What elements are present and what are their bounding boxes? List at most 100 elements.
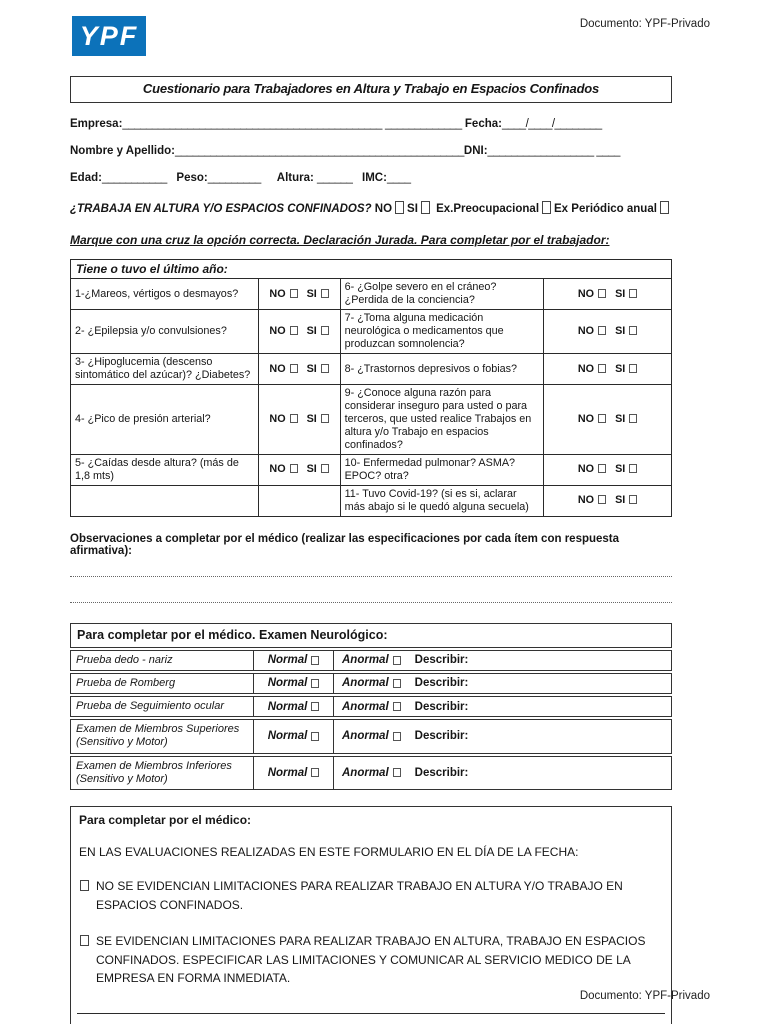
ex-preocupacional-label: Ex.Preocupacional	[436, 203, 540, 215]
checkbox-no-5[interactable]	[289, 464, 298, 474]
ex-periodico-label: Ex Periódico anual	[554, 203, 657, 215]
ypf-logo-text: YPF	[79, 20, 139, 51]
nombre-blank-field[interactable]: ________________________________________…	[175, 145, 464, 157]
neuro-test-name: Examen de Miembros Inferiores (Sensitivo…	[71, 756, 254, 789]
no-label: NO	[577, 287, 595, 300]
checkbox-anormal-4[interactable]	[392, 731, 401, 741]
normal-label: Normal	[267, 766, 308, 779]
checkbox-no-limitaciones[interactable]	[80, 879, 89, 891]
limitaciones-writing-line[interactable]	[77, 1014, 665, 1024]
checkbox-si-8[interactable]	[629, 363, 638, 373]
normal-label: Normal	[267, 700, 308, 713]
neuro-row: Examen de Miembros Superiores (Sensitivo…	[70, 719, 672, 754]
checkbox-si-11[interactable]	[629, 495, 638, 505]
checkbox-anormal-5[interactable]	[392, 768, 401, 778]
observaciones-writing-line[interactable]	[70, 557, 672, 577]
checkbox-si-1[interactable]	[320, 288, 329, 298]
question-3: 3- ¿Hipoglucemia (descenso sintomático d…	[70, 353, 259, 386]
checkbox-normal-2[interactable]	[311, 678, 320, 688]
describir-label: Describir:	[414, 654, 469, 667]
edad-blank-field[interactable]: ___________	[101, 172, 167, 184]
no-label: NO	[577, 463, 595, 476]
checkbox-no-11[interactable]	[598, 495, 607, 505]
checkbox-no-9[interactable]	[598, 413, 607, 423]
dni-label: DNI:	[463, 145, 488, 157]
si-label: SI	[306, 287, 317, 300]
checkbox-no-1[interactable]	[289, 288, 298, 298]
checkbox-normal-3[interactable]	[311, 702, 320, 712]
declaration-table: Tiene o tuvo el último año: 1-¿Mareos, v…	[70, 258, 672, 517]
imc-blank-field[interactable]: ____	[386, 172, 411, 184]
checkbox-normal-5[interactable]	[311, 768, 320, 778]
limitaciones-writing-line[interactable]	[77, 1002, 665, 1014]
neuro-test-name: Prueba dedo - nariz	[71, 650, 254, 670]
altura-blank-field[interactable]: ______	[317, 172, 353, 184]
empresa-blank2-field[interactable]: _____________	[385, 118, 462, 130]
marque-heading: Marque con una cruz la opción correcta. …	[70, 233, 610, 247]
checkbox-si-9[interactable]	[629, 413, 638, 423]
question-4: 4- ¿Pico de presión arterial?	[70, 384, 259, 455]
anormal-label: Anormal	[342, 654, 389, 667]
question-5: 5- ¿Caídas desde altura? (más de 1,8 mts…	[70, 453, 259, 486]
checkbox-no-3[interactable]	[289, 363, 298, 373]
fecha-blank-field[interactable]: ____/____/________	[501, 118, 602, 130]
nombre-label: Nombre y Apellido:	[70, 145, 175, 157]
empresa-blank-field[interactable]: ________________________________________…	[122, 118, 382, 130]
normal-label: Normal	[267, 654, 308, 667]
checkbox-normal-4[interactable]	[311, 731, 320, 741]
normal-label: Normal	[267, 677, 308, 690]
checkbox-no-6[interactable]	[598, 288, 607, 298]
si-label: SI	[306, 325, 317, 338]
checkbox-no-8[interactable]	[598, 363, 607, 373]
checkbox-no-7[interactable]	[598, 326, 607, 336]
checkbox-si-4[interactable]	[320, 413, 329, 423]
describir-label: Describir:	[414, 700, 469, 713]
checkbox-ex-periodico[interactable]	[659, 201, 669, 214]
doc-privacy-label-top: Documento: YPF-Privado	[579, 18, 710, 30]
dni-blank-field[interactable]: __________________ ____	[487, 145, 621, 157]
checkbox-anormal-3[interactable]	[392, 702, 401, 712]
anormal-cell: Anormal Describir:	[334, 674, 671, 693]
no-label: NO	[269, 412, 286, 425]
answer-cell-11: NO SI	[543, 484, 672, 517]
peso-blank-field[interactable]: _________	[207, 172, 262, 184]
neuro-row: Prueba de Seguimiento ocular Normal Anor…	[70, 696, 672, 718]
question-10: 10- Enfermedad pulmonar? ASMA? EPOC? otr…	[339, 453, 545, 486]
checkbox-limitaciones[interactable]	[80, 935, 89, 947]
checkbox-si-2[interactable]	[320, 326, 329, 336]
edad-label: Edad:	[70, 172, 102, 184]
checkbox-trabaja-si[interactable]	[420, 201, 430, 214]
answer-cell-5: NO SI	[257, 453, 341, 486]
observaciones-writing-line[interactable]	[70, 577, 672, 603]
checkbox-si-10[interactable]	[629, 464, 638, 474]
checkbox-no-2[interactable]	[289, 326, 298, 336]
si-label: SI	[615, 287, 626, 300]
nombre-line: Nombre y Apellido:______________________…	[70, 145, 672, 157]
neuro-test-name: Prueba de Romberg	[71, 673, 254, 694]
checkbox-anormal-1[interactable]	[392, 655, 401, 665]
anormal-cell: Anormal Describir:	[334, 697, 671, 716]
medico-header: Para completar por el médico:	[79, 812, 252, 827]
describir-label: Describir:	[414, 730, 469, 743]
checkbox-si-3[interactable]	[320, 363, 329, 373]
checkbox-anormal-2[interactable]	[392, 678, 401, 688]
medico-option2-text: SE EVIDENCIAN LIMITACIONES PARA REALIZAR…	[96, 934, 646, 986]
checkbox-trabaja-no[interactable]	[395, 201, 405, 214]
si-label: SI	[615, 463, 626, 476]
answer-cell-1: NO SI	[257, 278, 341, 311]
checkbox-no-4[interactable]	[289, 413, 298, 423]
checkbox-si-7[interactable]	[629, 326, 638, 336]
answer-cell-9: NO SI	[543, 384, 672, 455]
question-7: 7- ¿Toma alguna medicación neurológica o…	[339, 309, 545, 355]
checkbox-ex-preocupacional[interactable]	[542, 201, 552, 214]
no-label: NO	[269, 362, 286, 375]
checkbox-si-5[interactable]	[320, 464, 329, 474]
normal-cell: Normal	[254, 756, 334, 789]
checkbox-no-10[interactable]	[598, 464, 607, 474]
anormal-label: Anormal	[342, 677, 389, 690]
imc-label: IMC:	[362, 172, 387, 184]
checkbox-normal-1[interactable]	[311, 655, 320, 665]
trabaja-line: ¿TRABAJA EN ALTURA Y/O ESPACIOS CONFINAD…	[70, 201, 672, 215]
empresa-line: Empresa:________________________________…	[70, 118, 672, 130]
checkbox-si-6[interactable]	[629, 288, 638, 298]
